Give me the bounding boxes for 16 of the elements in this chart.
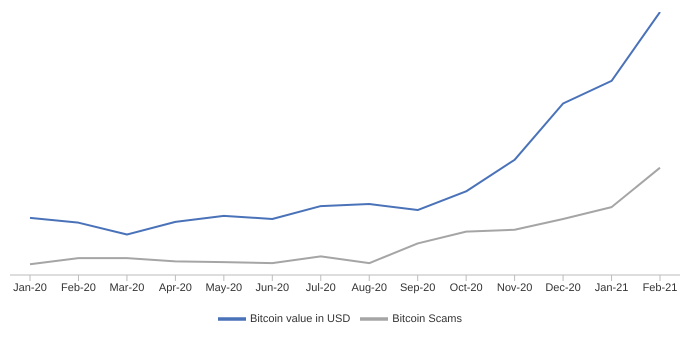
x-tick-label: Jul-20: [306, 282, 336, 294]
legend-label: Bitcoin value in USD: [250, 312, 350, 325]
x-tick-label: Jun-20: [255, 282, 290, 294]
x-tick-label: Sep-20: [400, 282, 436, 294]
x-tick-label: May-20: [206, 282, 242, 294]
x-tick-label: Feb-20: [61, 282, 96, 294]
x-tick-label: Mar-20: [110, 282, 144, 294]
x-tick-label: Aug-20: [351, 282, 387, 294]
x-tick-label: Jan-21: [594, 282, 628, 294]
x-tick-label: Apr-20: [158, 282, 192, 294]
x-tick-label: Dec-20: [545, 282, 581, 294]
x-tick-label: Oct-20: [450, 282, 483, 294]
legend-label: Bitcoin Scams: [392, 312, 462, 325]
x-tick-label: Nov-20: [496, 282, 532, 294]
x-tick-label: Jan-20: [13, 282, 47, 294]
x-tick-label: Feb-21: [642, 282, 678, 294]
